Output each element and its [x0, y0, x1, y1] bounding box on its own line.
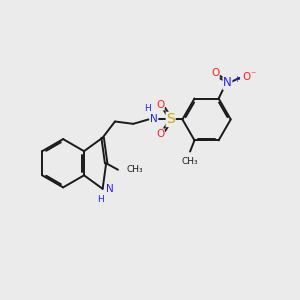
Text: S: S	[166, 112, 175, 126]
Text: N: N	[106, 184, 113, 194]
Text: O: O	[243, 72, 251, 82]
Text: O: O	[211, 68, 219, 79]
Text: CH₃: CH₃	[126, 165, 143, 174]
Text: +: +	[233, 76, 240, 85]
Text: H: H	[145, 104, 151, 113]
Text: CH₃: CH₃	[182, 158, 198, 166]
Text: H: H	[97, 195, 104, 204]
Text: N: N	[150, 114, 158, 124]
Text: N: N	[223, 76, 232, 89]
Text: O: O	[156, 129, 164, 139]
Text: O: O	[156, 100, 164, 110]
Text: ⁻: ⁻	[250, 70, 256, 80]
